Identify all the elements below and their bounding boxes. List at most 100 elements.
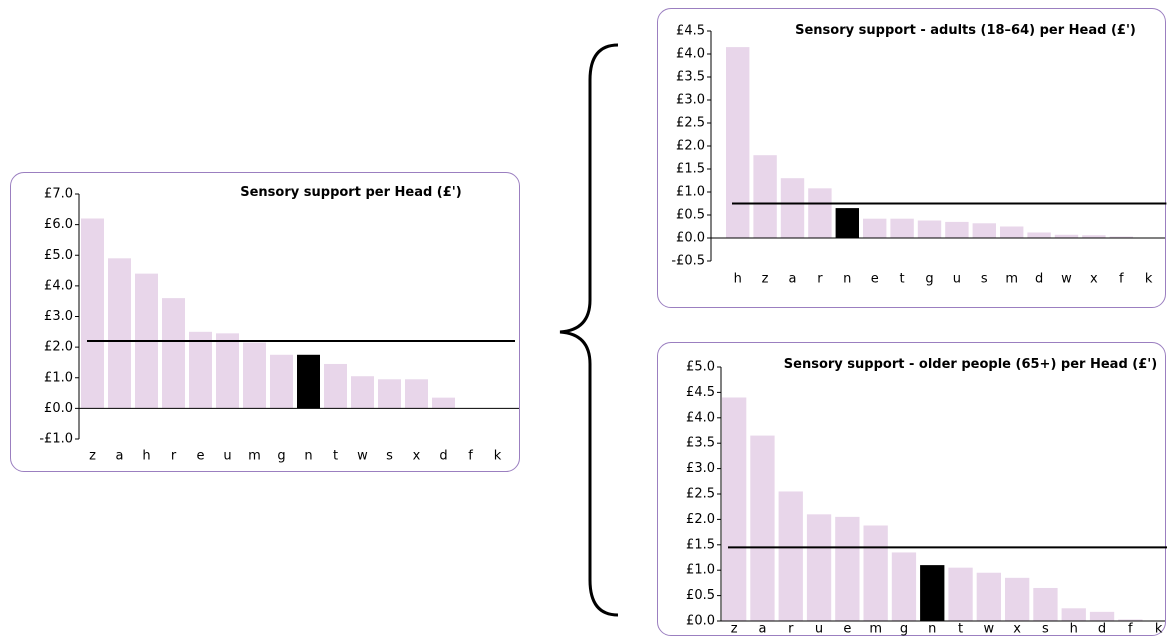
bar (863, 525, 888, 621)
bar (750, 435, 775, 621)
bar (1000, 226, 1024, 238)
bar (780, 178, 805, 238)
bar (863, 218, 887, 238)
x-tick-label: f (468, 449, 473, 464)
chart-title: Sensory support - older people (65+) per… (783, 357, 1158, 372)
x-tick-label: d (1098, 622, 1106, 637)
bar (405, 379, 428, 409)
x-tick-label: x (1013, 622, 1021, 637)
bar (1089, 611, 1115, 621)
x-tick-label: x (1090, 272, 1098, 287)
x-tick-label: u (953, 272, 961, 287)
x-tick-label: m (1005, 272, 1018, 287)
x-tick-label: u (815, 622, 823, 637)
x-tick-label: e (843, 622, 851, 637)
x-tick-label: z (762, 272, 769, 287)
x-tick-label: d (1035, 272, 1043, 287)
x-tick-label: f (1119, 272, 1124, 287)
bar (976, 572, 1001, 621)
x-tick-label: w (1061, 272, 1072, 287)
bar (972, 223, 996, 238)
x-tick-label: s (386, 449, 393, 464)
bar (726, 47, 750, 238)
bar (1027, 232, 1051, 238)
bar (1061, 608, 1086, 621)
x-tick-label: t (958, 622, 963, 637)
x-tick-label: n (928, 622, 936, 637)
bar (1054, 234, 1079, 238)
bar (378, 379, 401, 409)
y-tick-label: £6.0 (44, 217, 73, 232)
y-tick-label: £2.5 (676, 116, 705, 131)
x-tick-label: g (925, 272, 933, 287)
y-tick-label: £2.0 (686, 512, 715, 527)
x-tick-label: r (171, 449, 177, 464)
y-tick-label: £3.0 (44, 309, 73, 324)
y-tick-label: £4.0 (676, 47, 705, 62)
x-tick-label: s (981, 272, 988, 287)
x-tick-label: s (1042, 622, 1049, 637)
x-tick-label: e (197, 449, 205, 464)
x-tick-label: h (734, 272, 742, 287)
x-tick-label: r (788, 622, 794, 637)
x-tick-label: a (758, 622, 766, 637)
chart: -£0.5 £0.0 £0.5 £1.0 £1.5 £2.0 £2.5 £3.0 £3.5 £4.… (671, 24, 1167, 287)
y-tick-label: £4.5 (676, 24, 705, 39)
bar (808, 188, 832, 238)
bar (108, 258, 131, 409)
x-tick-label: a (116, 449, 124, 464)
bar (920, 565, 945, 621)
y-tick-label: £0.0 (686, 614, 715, 629)
x-tick-label: h (142, 449, 150, 464)
y-tick-label: £4.0 (686, 410, 715, 425)
bar (891, 552, 917, 621)
x-tick-label: g (277, 449, 285, 464)
y-tick-label: £0.5 (676, 208, 705, 223)
y-tick-label: £2.5 (686, 487, 715, 502)
chart-title: Sensory support per Head (£') (240, 185, 462, 200)
y-tick-label: £1.0 (676, 185, 705, 200)
chart: £0.0 £0.5 £1.0 £1.5 £2.0 £2.5 £3.0 £3.5 £4.0 £4.5… (686, 360, 1167, 637)
x-tick-label: f (1128, 622, 1133, 637)
bar (917, 220, 942, 238)
x-tick-label: w (357, 449, 368, 464)
bar (1082, 235, 1106, 238)
brace (559, 43, 619, 617)
y-tick-label: £3.5 (686, 436, 715, 451)
bar (324, 363, 347, 409)
y-tick-label: £0.5 (686, 588, 715, 603)
y-tick-label: £7.0 (44, 187, 73, 202)
x-tick-label: z (731, 622, 738, 637)
bar (432, 397, 455, 409)
x-tick-label: k (494, 449, 502, 464)
bar (945, 221, 969, 238)
bar (722, 397, 747, 621)
y-tick-label: £4.0 (44, 278, 73, 293)
y-tick-label: -£1.0 (39, 432, 73, 447)
x-tick-label: n (304, 449, 312, 464)
x-tick-label: d (439, 449, 447, 464)
y-tick-label: £3.5 (676, 70, 705, 85)
x-tick-label: g (900, 622, 908, 637)
bar (243, 342, 266, 409)
x-tick-label: n (843, 272, 851, 287)
bar (753, 155, 777, 238)
x-tick-label: e (871, 272, 879, 287)
x-tick-label: h (1070, 622, 1078, 637)
bar (1005, 577, 1030, 621)
x-tick-label: a (789, 272, 797, 287)
x-tick-label: k (1155, 622, 1163, 637)
y-tick-label: -£0.5 (671, 254, 705, 269)
y-tick-label: £4.5 (686, 385, 715, 400)
chart: -£1.0 £0.0 £1.0 £2.0 £3.0 £4.0 £5.0 £6.0 £7.0 z a h… (39, 187, 519, 464)
bar (1109, 236, 1133, 238)
chart-title: Sensory support - adults (18–64) per Hea… (795, 23, 1136, 38)
y-tick-label: £3.0 (676, 93, 705, 108)
x-tick-label: t (333, 449, 338, 464)
y-tick-label: £1.5 (686, 537, 715, 552)
bar (1033, 587, 1058, 621)
bar (189, 331, 212, 409)
bar (297, 354, 320, 409)
x-tick-label: m (248, 449, 261, 464)
